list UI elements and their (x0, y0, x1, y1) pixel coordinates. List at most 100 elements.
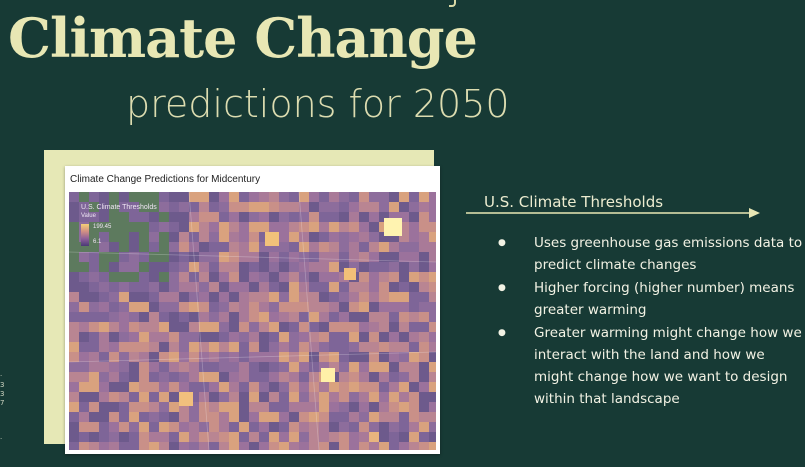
map-tile (249, 442, 259, 450)
map-tile (219, 212, 229, 222)
map-tile (79, 332, 89, 342)
map-tile (369, 342, 379, 352)
map-tile (79, 282, 89, 292)
map-tile (319, 402, 329, 412)
map-tile (319, 242, 329, 252)
map-tile (369, 202, 379, 212)
arrow-right-icon (466, 208, 760, 218)
map-tile (239, 422, 249, 432)
map-tile (119, 362, 129, 372)
map-tile (419, 212, 429, 222)
map-tile (399, 222, 409, 232)
map-tile (89, 232, 99, 242)
map-tile (169, 262, 179, 272)
map-tile (89, 292, 99, 302)
map-tile (369, 352, 379, 362)
map-tile (339, 422, 349, 432)
map-tile (429, 262, 436, 272)
map-tile (119, 332, 129, 342)
map-tile (269, 272, 279, 282)
map-tile (299, 432, 309, 442)
map-tile (139, 222, 149, 232)
map-tile (189, 202, 199, 212)
map-tile (169, 212, 179, 222)
map-tile (389, 302, 399, 312)
map-tile (359, 192, 369, 202)
map-tile (359, 242, 369, 252)
map-tile (389, 252, 399, 262)
map-tile (209, 262, 219, 272)
map-tile (259, 432, 269, 442)
map-tile (299, 412, 309, 422)
map-tile (359, 402, 369, 412)
map-tile (269, 252, 279, 262)
map-tile (349, 332, 359, 342)
map-tile (279, 432, 289, 442)
map-tile (259, 202, 269, 212)
slide-subtitle: predictions for 2050 (126, 82, 510, 126)
map-tile (369, 272, 379, 282)
map-tile (409, 302, 419, 312)
map-tile (179, 312, 189, 322)
map-tile (229, 382, 239, 392)
map-tile (339, 222, 349, 232)
map-tile (259, 212, 269, 222)
map-tile (249, 372, 259, 382)
map-tile (359, 252, 369, 262)
map-tile (139, 322, 149, 332)
map-tile (359, 392, 369, 402)
map-tile (179, 222, 189, 232)
map-tile (89, 342, 99, 352)
map-tile (349, 282, 359, 292)
map-tile (239, 342, 249, 352)
map-tile (309, 342, 319, 352)
map-tile (69, 242, 79, 252)
map-tile (99, 442, 109, 450)
map-tile (269, 212, 279, 222)
climate-threshold-map[interactable]: U.S. Climate Thresholds Value 199.45 6.1 (69, 192, 436, 450)
map-tile (219, 302, 229, 312)
map-tile (259, 192, 269, 202)
map-tile (69, 432, 79, 442)
map-tile (189, 402, 199, 412)
map-tile (339, 202, 349, 212)
map-tile (339, 212, 349, 222)
slide-title: Climate Change (8, 6, 478, 70)
map-tile (129, 222, 139, 232)
map-tile (309, 302, 319, 312)
map-tile (69, 422, 79, 432)
map-tile (209, 192, 219, 202)
map-tile (359, 292, 369, 302)
map-tile (209, 432, 219, 442)
map-tile (109, 302, 119, 312)
map-tile (159, 312, 169, 322)
map-tile (239, 392, 249, 402)
map-tile (199, 432, 209, 442)
map-tile (99, 352, 109, 362)
map-tile (119, 422, 129, 432)
map-tile (339, 432, 349, 442)
map-tile (379, 382, 389, 392)
map-tile (299, 202, 309, 212)
map-tile (379, 442, 389, 450)
map-tile (139, 202, 149, 212)
map-title: Climate Change Predictions for Midcentur… (70, 174, 261, 185)
map-tile (369, 442, 379, 450)
map-tile (79, 202, 89, 212)
map-tile (429, 332, 436, 342)
map-tile (279, 422, 289, 432)
map-tile (419, 392, 429, 402)
map-tile (379, 232, 389, 242)
map-tile (209, 202, 219, 212)
map-tile (339, 412, 349, 422)
map-tile (259, 402, 269, 412)
map-tile (409, 202, 419, 212)
map-tile (399, 362, 409, 372)
map-tile (259, 322, 269, 332)
map-tile (359, 282, 369, 292)
map-tile (289, 402, 299, 412)
map-tile (129, 232, 139, 242)
map-tile (299, 242, 309, 252)
map-tile (309, 252, 319, 262)
map-tile (309, 332, 319, 342)
